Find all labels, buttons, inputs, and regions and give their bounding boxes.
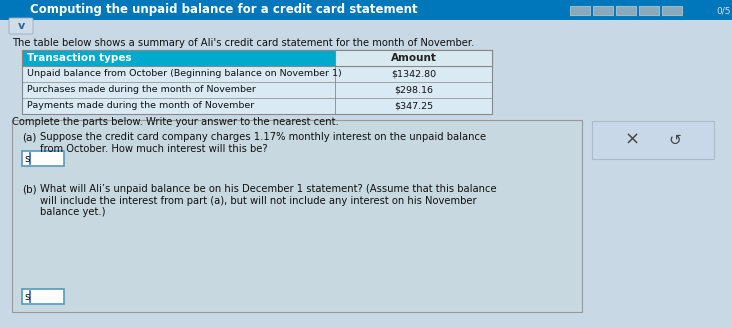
FancyBboxPatch shape xyxy=(22,289,64,304)
FancyBboxPatch shape xyxy=(593,6,613,15)
FancyBboxPatch shape xyxy=(570,6,590,15)
Text: (b): (b) xyxy=(22,184,37,194)
Text: Unpaid balance from October (Beginning balance on November 1): Unpaid balance from October (Beginning b… xyxy=(27,70,342,78)
Text: Complete the parts below. Write your answer to the nearest cent.: Complete the parts below. Write your ans… xyxy=(12,117,339,127)
FancyBboxPatch shape xyxy=(22,151,64,166)
Text: The table below shows a summary of Ali's credit card statement for the month of : The table below shows a summary of Ali's… xyxy=(12,38,474,48)
Text: Payments made during the month of November: Payments made during the month of Novemb… xyxy=(27,101,254,111)
Text: Amount: Amount xyxy=(391,53,436,63)
Text: 0/5: 0/5 xyxy=(717,6,731,15)
FancyBboxPatch shape xyxy=(662,6,682,15)
Text: s: s xyxy=(24,291,29,301)
FancyBboxPatch shape xyxy=(22,50,492,114)
FancyBboxPatch shape xyxy=(9,18,33,34)
Text: Computing the unpaid balance for a credit card statement: Computing the unpaid balance for a credi… xyxy=(30,4,418,16)
Text: v: v xyxy=(18,21,25,31)
FancyBboxPatch shape xyxy=(616,6,636,15)
Text: ↺: ↺ xyxy=(668,132,681,147)
FancyBboxPatch shape xyxy=(335,50,492,66)
Text: $347.25: $347.25 xyxy=(394,101,433,111)
FancyBboxPatch shape xyxy=(12,120,582,312)
Text: Purchases made during the month of November: Purchases made during the month of Novem… xyxy=(27,85,256,95)
FancyBboxPatch shape xyxy=(592,121,714,159)
FancyBboxPatch shape xyxy=(0,0,732,20)
Text: (a): (a) xyxy=(22,132,37,142)
Text: ×: × xyxy=(624,131,640,149)
FancyBboxPatch shape xyxy=(22,50,492,66)
FancyBboxPatch shape xyxy=(639,6,659,15)
Text: Transaction types: Transaction types xyxy=(27,53,132,63)
Text: Suppose the credit card company charges 1.17% monthly interest on the unpaid bal: Suppose the credit card company charges … xyxy=(40,132,486,154)
Text: s: s xyxy=(24,153,29,164)
Text: What will Ali’s unpaid balance be on his December 1 statement? (Assume that this: What will Ali’s unpaid balance be on his… xyxy=(40,184,496,217)
Text: $298.16: $298.16 xyxy=(394,85,433,95)
Text: $1342.80: $1342.80 xyxy=(391,70,436,78)
